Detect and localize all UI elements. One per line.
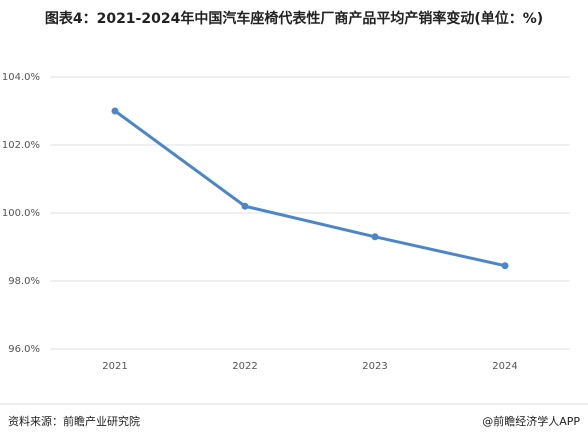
y-tick-label: 102.0%	[2, 140, 40, 151]
line	[114, 109, 506, 268]
x-tick-label: 2023	[362, 361, 387, 372]
chart-title: 图表4：2021-2024年中国汽车座椅代表性厂商产品平均产销率变动(单位：%)	[44, 11, 544, 27]
y-tick-label: 104.0%	[2, 72, 40, 83]
point	[501, 262, 509, 270]
y-tick-label: 98.0%	[8, 276, 40, 287]
x-tick-label: 2024	[492, 361, 517, 372]
y-tick-label: 100.0%	[2, 208, 40, 219]
point	[371, 233, 379, 241]
source: 资料来源：前瞻产业研究院	[8, 414, 140, 428]
point	[241, 202, 249, 210]
x-tick-label: 2022	[232, 361, 257, 372]
credit: @前瞻经济学人APP	[482, 414, 580, 428]
x-tick-label: 2021	[102, 361, 127, 372]
y-tick-label: 96.0%	[8, 344, 40, 355]
point	[111, 107, 119, 115]
